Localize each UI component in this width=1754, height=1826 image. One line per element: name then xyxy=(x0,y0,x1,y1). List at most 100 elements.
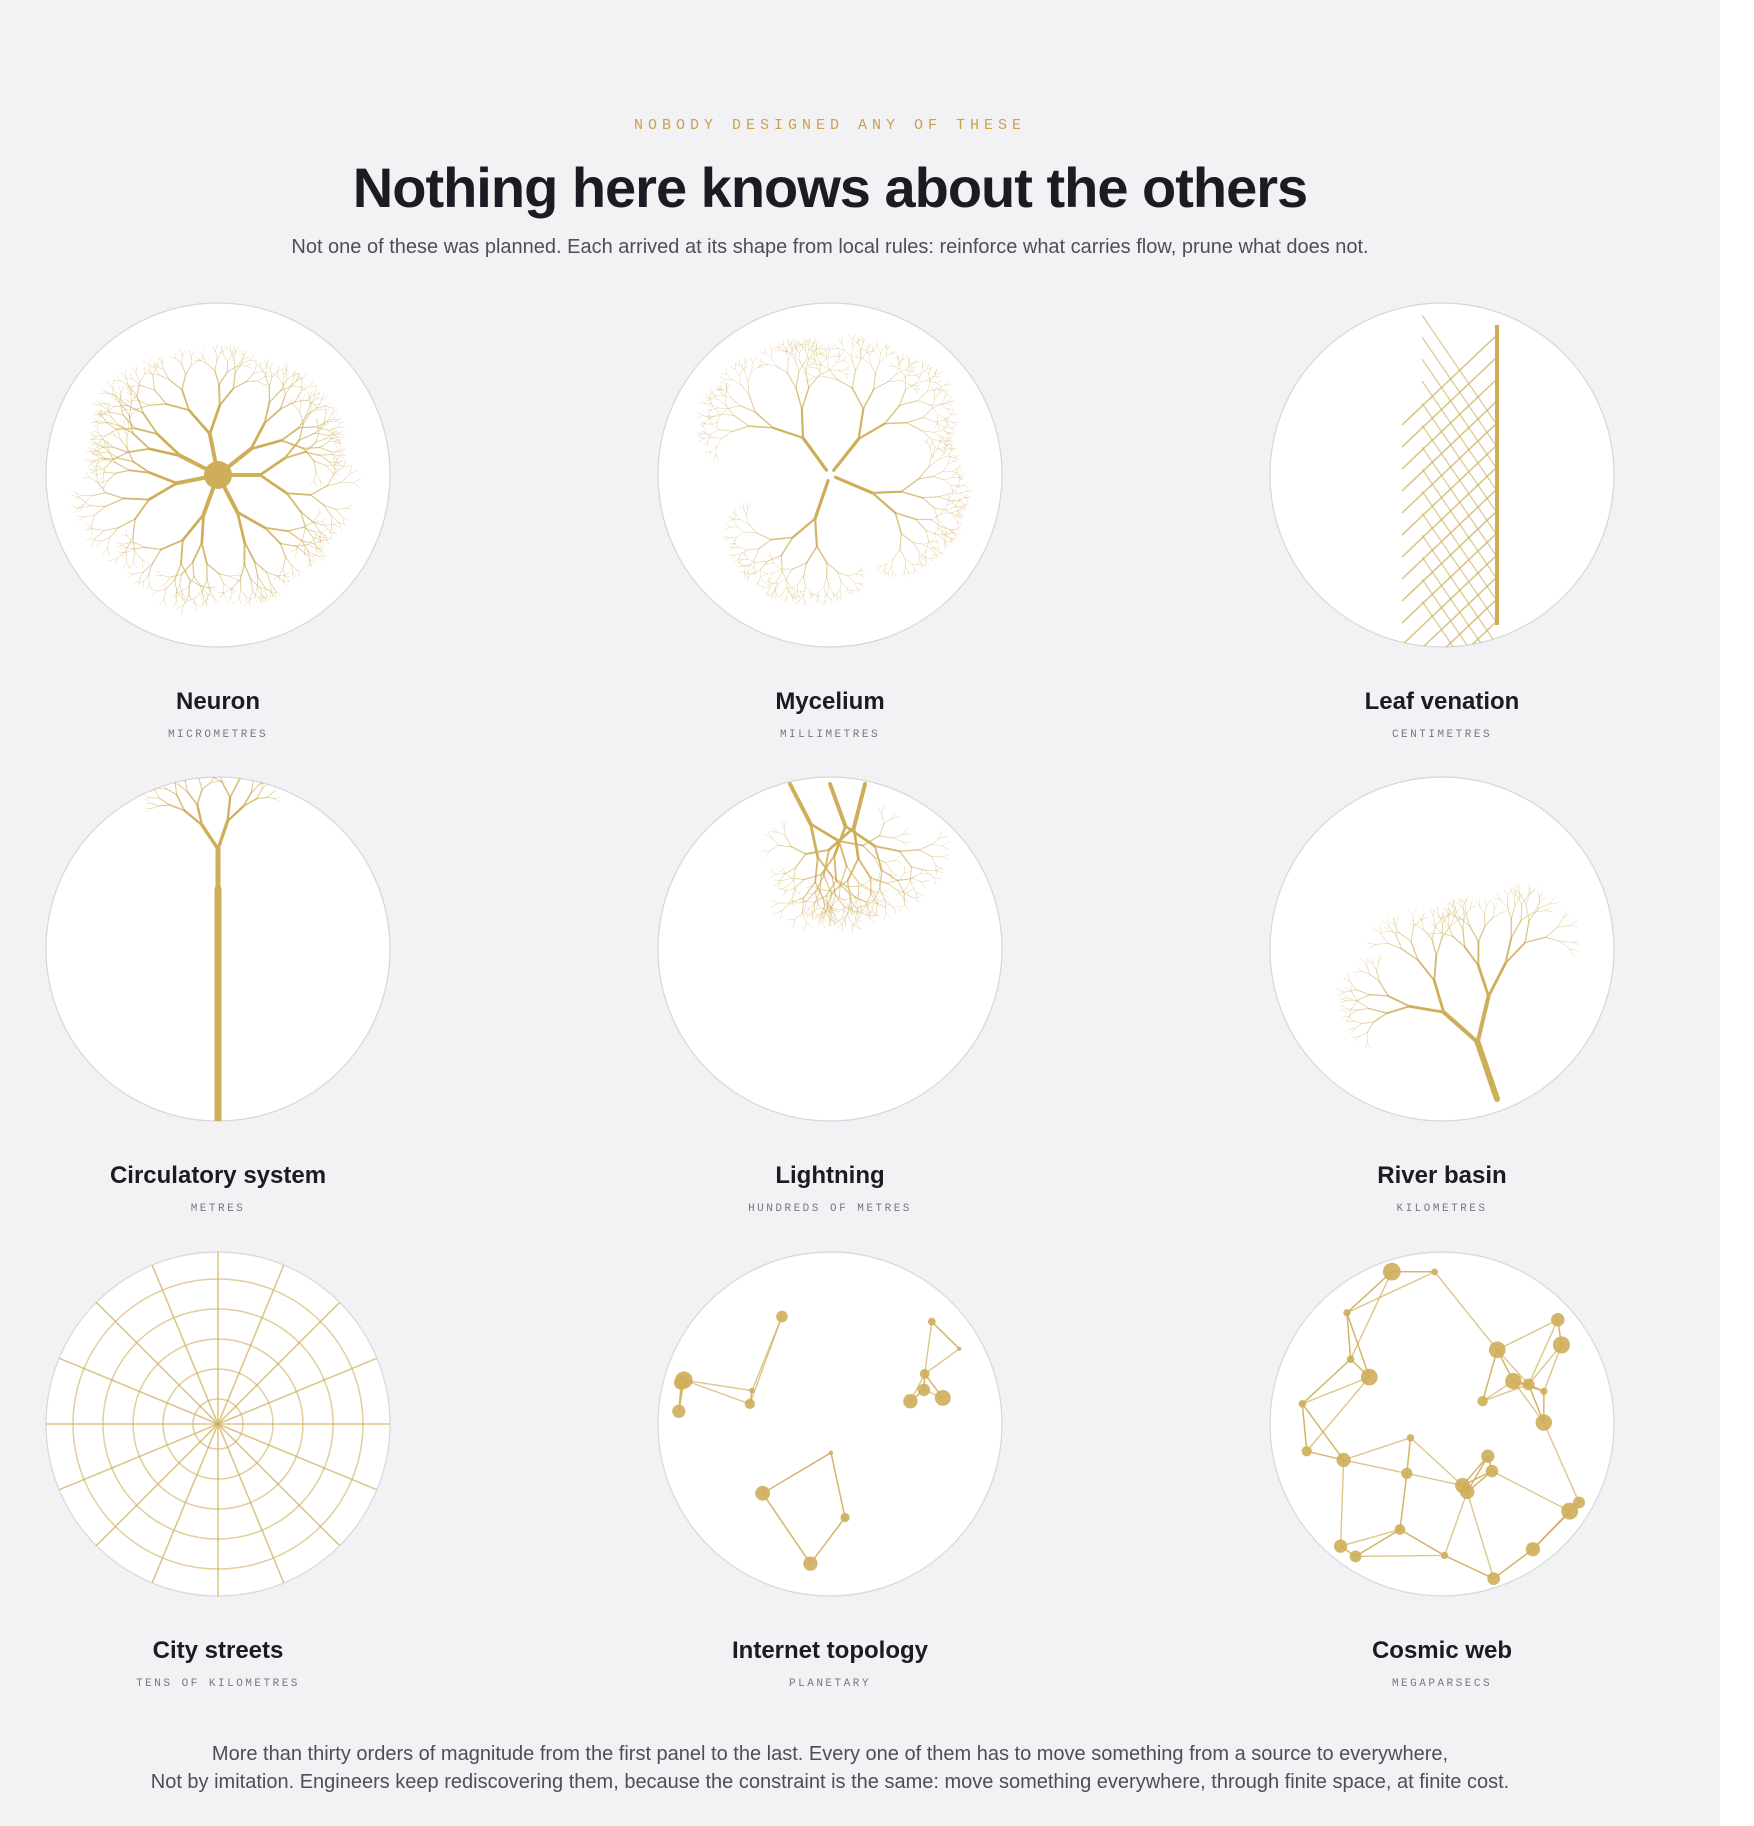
branch xyxy=(808,373,816,378)
branch xyxy=(290,377,294,387)
branch xyxy=(779,886,788,890)
branch xyxy=(740,384,750,396)
branch xyxy=(104,459,114,469)
branch xyxy=(279,575,281,582)
edge xyxy=(1444,1554,1494,1580)
branch xyxy=(911,873,921,879)
branch xyxy=(208,758,214,763)
branch xyxy=(897,890,907,893)
branch xyxy=(949,528,957,530)
branch xyxy=(855,917,862,923)
branch xyxy=(1435,936,1443,957)
branch xyxy=(124,401,131,406)
branch xyxy=(904,871,912,874)
branch xyxy=(938,496,951,501)
branch xyxy=(869,915,878,917)
branch xyxy=(163,588,167,600)
branch xyxy=(847,575,855,583)
branch xyxy=(242,791,253,808)
branch xyxy=(194,603,197,611)
branch xyxy=(276,575,284,582)
branch xyxy=(766,554,782,562)
branch xyxy=(823,874,833,894)
branch xyxy=(923,440,928,444)
branch xyxy=(953,515,958,522)
branch xyxy=(871,889,882,894)
branch xyxy=(822,901,829,909)
branch xyxy=(860,574,865,578)
branch xyxy=(918,559,923,565)
branch xyxy=(280,379,288,391)
branch xyxy=(939,389,945,393)
branch xyxy=(1376,970,1381,983)
branch xyxy=(230,597,234,604)
branch xyxy=(964,493,968,498)
branch xyxy=(312,515,318,523)
branch xyxy=(802,912,807,923)
branch xyxy=(1527,890,1536,896)
branch xyxy=(855,897,859,909)
branch xyxy=(713,454,716,460)
branch xyxy=(232,380,248,390)
branch xyxy=(944,380,949,386)
branch xyxy=(913,542,920,552)
branch xyxy=(937,442,940,450)
branch xyxy=(922,362,927,367)
branch xyxy=(711,403,719,409)
branch xyxy=(123,421,125,429)
branch xyxy=(791,562,807,570)
branch xyxy=(728,536,737,538)
branch xyxy=(903,898,910,904)
branch xyxy=(147,582,150,591)
branch xyxy=(325,405,333,409)
branch xyxy=(747,503,752,509)
branch xyxy=(1432,979,1445,1014)
branch xyxy=(933,446,936,455)
branch xyxy=(175,358,182,365)
branch xyxy=(791,596,794,602)
branch xyxy=(890,870,897,876)
branch xyxy=(1381,920,1390,927)
branch xyxy=(1442,912,1444,920)
branch xyxy=(103,403,109,409)
branch xyxy=(748,425,774,429)
edge xyxy=(1339,1459,1345,1547)
edge xyxy=(1493,1548,1534,1580)
branch xyxy=(890,362,895,367)
branch xyxy=(334,455,340,464)
branch xyxy=(151,548,162,565)
branch xyxy=(1354,970,1362,973)
branch xyxy=(870,893,878,904)
branch xyxy=(188,594,192,602)
edge xyxy=(1406,1437,1412,1474)
branch xyxy=(133,551,135,562)
branch xyxy=(771,837,779,846)
branch xyxy=(957,521,963,525)
branch xyxy=(166,770,171,774)
branch xyxy=(792,887,796,898)
branch xyxy=(1563,912,1570,919)
branch xyxy=(780,910,783,920)
node xyxy=(1525,1542,1541,1557)
branch xyxy=(956,514,960,519)
branch xyxy=(839,589,842,595)
branch xyxy=(1469,905,1477,909)
branch xyxy=(822,903,826,913)
branch xyxy=(129,372,133,380)
branch xyxy=(735,514,741,520)
branch xyxy=(73,507,80,514)
branch xyxy=(1447,902,1450,911)
panel-drawing xyxy=(696,334,973,606)
branch xyxy=(114,557,119,566)
branch xyxy=(206,562,220,575)
branch xyxy=(98,454,107,460)
branch xyxy=(317,512,323,516)
branch xyxy=(118,409,127,412)
branch xyxy=(123,398,131,402)
branch xyxy=(879,823,885,837)
branch xyxy=(319,453,332,456)
branch xyxy=(771,593,773,599)
branch xyxy=(200,513,205,545)
branch xyxy=(833,475,874,495)
branch xyxy=(336,440,342,445)
